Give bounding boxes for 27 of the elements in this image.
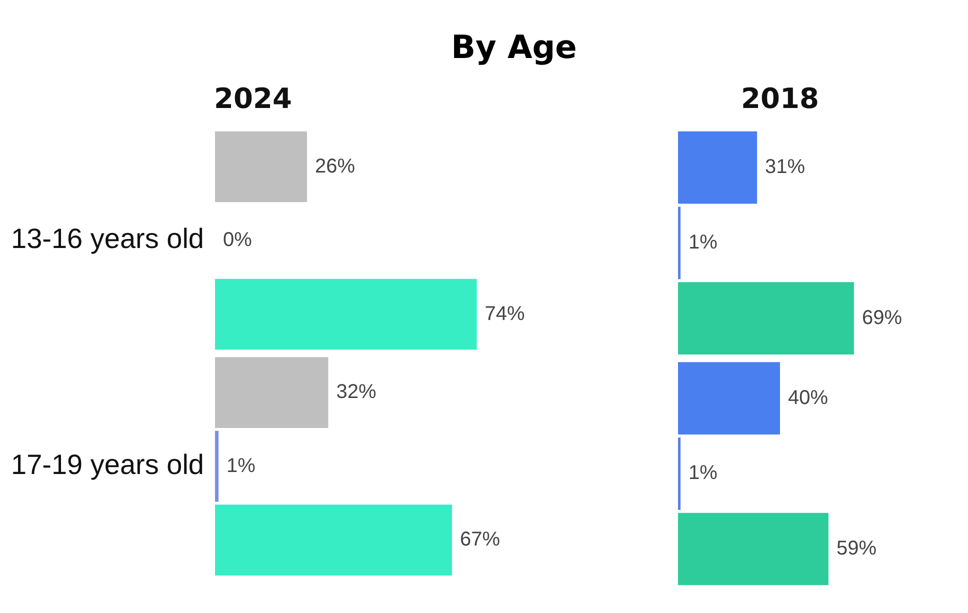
y-tick-label: 17-19 years old [10, 449, 204, 480]
chart-title: By Age [450, 27, 578, 68]
data-label: 1% [226, 454, 256, 477]
bar [678, 282, 854, 354]
data-label: 0% [223, 229, 252, 252]
data-label: 67% [460, 528, 500, 551]
data-label: 69% [862, 306, 902, 329]
bar [678, 131, 758, 204]
bar [678, 362, 780, 434]
data-label: 31% [765, 156, 806, 178]
bar [215, 357, 328, 428]
data-label: 1% [688, 462, 718, 484]
bar [678, 206, 681, 280]
bar [678, 512, 828, 586]
data-label: 32% [336, 381, 376, 404]
data-label: 59% [836, 538, 877, 560]
bar [215, 278, 477, 350]
y-tick-label: 13-16 years old [10, 223, 204, 254]
data-label: 74% [484, 302, 526, 325]
bar [678, 437, 681, 510]
chart-subtitle: 2024 [214, 82, 292, 116]
data-label: 26% [314, 155, 356, 178]
chart-subtitle: 2018 [741, 82, 819, 116]
data-label: 40% [788, 386, 828, 409]
bar [215, 131, 307, 202]
bar [215, 504, 452, 576]
data-label: 1% [688, 231, 718, 254]
